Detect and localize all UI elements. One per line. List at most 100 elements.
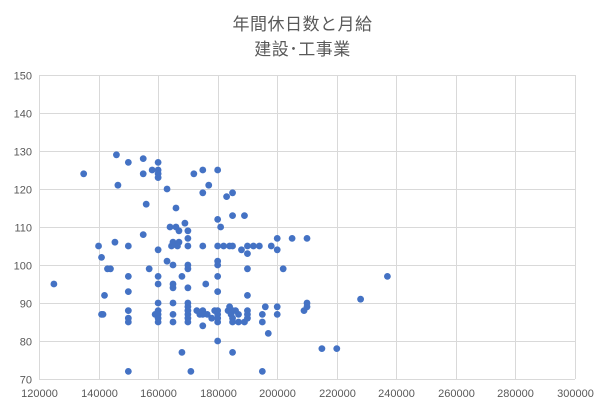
data-point — [199, 242, 207, 250]
data-point — [214, 261, 222, 269]
data-point — [139, 170, 147, 178]
data-point — [154, 159, 162, 166]
data-point — [113, 151, 120, 159]
data-point — [107, 265, 114, 273]
data-point — [169, 261, 177, 269]
y-tick-label: 140 — [14, 109, 32, 121]
data-point — [229, 242, 236, 250]
data-point — [318, 345, 326, 352]
data-point — [258, 318, 266, 326]
data-point — [50, 280, 58, 288]
data-point — [199, 189, 207, 197]
data-point — [124, 288, 132, 295]
data-point — [244, 265, 251, 273]
data-point — [235, 311, 242, 318]
data-point — [214, 166, 222, 174]
y-tick-label: 110 — [14, 223, 32, 235]
x-tick-label: 260000 — [438, 388, 475, 400]
data-point — [229, 318, 236, 326]
data-point — [175, 238, 183, 246]
data-point — [244, 250, 251, 257]
data-point — [169, 318, 177, 326]
data-point — [214, 273, 222, 280]
data-point — [98, 254, 105, 261]
x-tick-label: 200000 — [259, 388, 296, 400]
data-point — [273, 311, 281, 318]
data-point — [264, 330, 272, 337]
data-point — [258, 311, 266, 318]
data-point — [184, 318, 192, 326]
data-point — [95, 242, 102, 250]
data-point — [258, 368, 266, 375]
x-tick-label: 180000 — [200, 388, 237, 400]
data-point — [124, 307, 132, 314]
data-point — [184, 227, 192, 235]
data-point — [148, 166, 156, 174]
data-point — [187, 368, 195, 375]
data-point — [169, 238, 177, 246]
data-point — [154, 246, 162, 254]
x-tick-label: 220000 — [319, 388, 356, 400]
data-point — [80, 170, 88, 178]
data-point — [333, 345, 341, 352]
y-tick-label: 120 — [14, 185, 32, 197]
chart-title: 年間休日数と月給 — [232, 15, 373, 35]
x-axis: 120000 140000 160000 180000 200000 220000 2400… — [21, 388, 594, 400]
data-point — [184, 265, 192, 273]
data-point — [181, 219, 189, 227]
gridlines — [39, 75, 576, 380]
data-point — [303, 303, 311, 311]
chart-subtitle: 建設･工事業 — [254, 40, 351, 60]
data-point — [154, 318, 162, 326]
data-point — [124, 368, 132, 375]
data-point — [124, 273, 132, 280]
data-point — [205, 181, 213, 189]
data-point — [154, 280, 162, 288]
data-point — [241, 212, 248, 220]
data-point — [175, 227, 183, 235]
x-tick-label: 240000 — [378, 388, 415, 400]
data-point — [384, 273, 391, 280]
data-point — [139, 231, 147, 239]
data-point — [214, 242, 222, 250]
data-point — [229, 349, 236, 356]
y-tick-label: 100 — [14, 261, 32, 273]
data-point — [154, 174, 162, 182]
y-axis: 70 80 90 100 110 120 130 140 150 — [14, 71, 32, 387]
data-point — [244, 292, 251, 299]
data-point — [255, 242, 263, 250]
x-tick-label: 280000 — [497, 388, 534, 400]
y-tick-label: 130 — [14, 147, 32, 159]
y-tick-label: 70 — [20, 375, 32, 387]
data-point — [169, 299, 177, 307]
data-point — [229, 189, 236, 197]
x-tick-label: 120000 — [21, 388, 58, 400]
data-point — [124, 159, 132, 166]
data-point — [114, 181, 122, 189]
data-points — [50, 151, 391, 375]
x-tick-label: 140000 — [81, 388, 118, 400]
data-point — [288, 235, 296, 242]
data-point — [124, 318, 132, 326]
data-point — [203, 311, 211, 318]
data-point — [178, 273, 186, 280]
data-point — [101, 292, 108, 299]
data-point — [214, 216, 222, 223]
x-tick-label: 160000 — [140, 388, 177, 400]
data-point — [199, 322, 207, 330]
data-point — [190, 170, 198, 178]
data-point — [154, 273, 162, 280]
data-point — [250, 242, 257, 250]
data-point — [267, 242, 275, 250]
y-tick-label: 80 — [20, 337, 32, 349]
data-point — [214, 288, 222, 295]
data-point — [202, 280, 210, 288]
data-point — [99, 311, 107, 318]
data-point — [244, 314, 251, 322]
data-point — [217, 223, 225, 231]
data-point — [139, 155, 147, 163]
data-point — [279, 265, 287, 273]
data-point — [184, 235, 192, 242]
data-point — [145, 265, 153, 273]
